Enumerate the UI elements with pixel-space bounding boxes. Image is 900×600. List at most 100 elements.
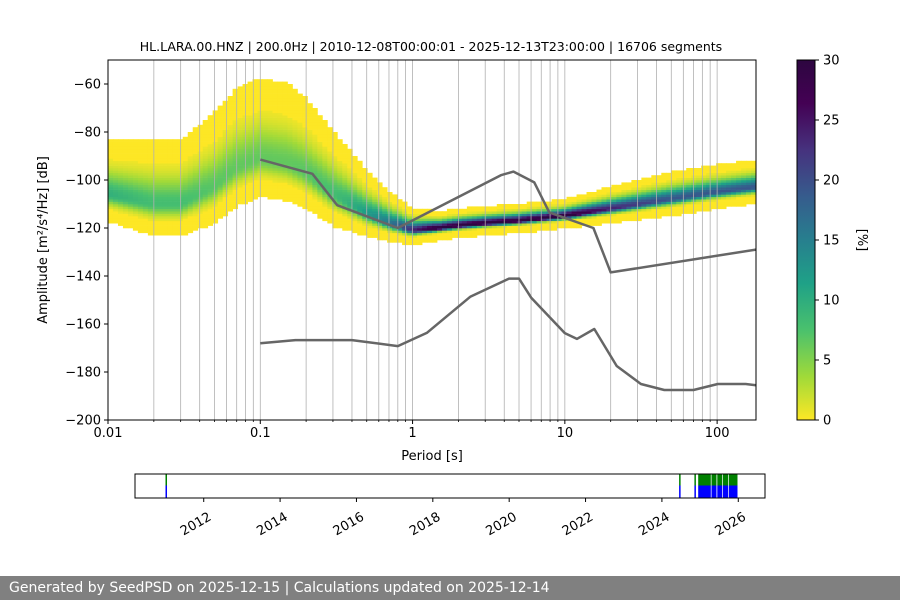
- heatmap-cell: [312, 187, 318, 190]
- y-tick-label: −180: [65, 366, 101, 381]
- heatmap-cell: [307, 122, 313, 126]
- heatmap-cell: [357, 204, 363, 207]
- heatmap-cell: [716, 172, 722, 176]
- heatmap-cell: [132, 192, 139, 195]
- heatmap-cell: [272, 146, 278, 150]
- heatmap-cell: [556, 225, 562, 229]
- heatmap-cell: [302, 96, 308, 99]
- heatmap-cell: [282, 110, 288, 114]
- heatmap-cell: [127, 194, 134, 198]
- heatmap-cell: [646, 206, 652, 210]
- heatmap-cell: [232, 146, 238, 150]
- heatmap-cell: [302, 168, 308, 171]
- heatmap-cell: [182, 156, 189, 159]
- heatmap-cell: [192, 168, 199, 171]
- heatmap-cell: [721, 165, 727, 169]
- heatmap-cell: [521, 225, 528, 229]
- heatmap-cell: [202, 172, 209, 176]
- heatmap-cell: [432, 223, 438, 226]
- heatmap-cell: [127, 182, 134, 186]
- timeline-frame: [134, 473, 766, 499]
- colorbar-tick-label: 30: [823, 54, 840, 69]
- heatmap-cell: [302, 139, 308, 142]
- heatmap-cell: [611, 189, 617, 193]
- heatmap-cell: [481, 216, 488, 219]
- heatmap-cell: [262, 105, 268, 109]
- heatmap-cell: [217, 216, 224, 219]
- heatmap-cell: [337, 199, 343, 202]
- heatmap-cell: [267, 127, 273, 130]
- heatmap-cell: [207, 187, 214, 190]
- heatmap-cell: [322, 151, 328, 154]
- heatmap-cell: [212, 122, 219, 126]
- heatmap-cell: [466, 225, 473, 229]
- heatmap-cell: [137, 158, 144, 162]
- heatmap-cell: [207, 127, 214, 130]
- heatmap-cell: [147, 153, 154, 157]
- heatmap-cell: [262, 139, 268, 142]
- heatmap-cell: [277, 124, 283, 128]
- heatmap-cell: [227, 196, 234, 200]
- heatmap-cell: [586, 204, 592, 207]
- heatmap-cell: [701, 180, 707, 183]
- heatmap-cell: [671, 208, 677, 212]
- heatmap-cell: [541, 218, 548, 222]
- heatmap-cell: [352, 199, 358, 202]
- heatmap-cell: [686, 199, 692, 202]
- heatmap-cell: [287, 163, 293, 166]
- heatmap-cell: [576, 196, 582, 200]
- heatmap-cell: [142, 204, 149, 207]
- heatmap-cell: [332, 134, 338, 138]
- timeline-gap-bar: [717, 474, 723, 486]
- heatmap-cell: [362, 211, 368, 214]
- heatmap-cell: [337, 216, 343, 219]
- heatmap-cell: [491, 208, 498, 212]
- heatmap-cell: [222, 182, 229, 186]
- heatmap-cell: [646, 180, 652, 183]
- heatmap-cell: [397, 206, 403, 210]
- heatmap-cell: [681, 206, 687, 210]
- heatmap-cell: [706, 187, 712, 190]
- heatmap-cell: [262, 180, 268, 183]
- heatmap-cell: [317, 175, 323, 178]
- heatmap-cell: [212, 204, 219, 207]
- heatmap-cell: [127, 151, 134, 154]
- heatmap-cell: [427, 220, 433, 224]
- heatmap-cell: [726, 172, 732, 176]
- heatmap-cell: [531, 204, 538, 207]
- heatmap-cell: [392, 237, 398, 241]
- heatmap-cell: [227, 139, 234, 142]
- heatmap-cell: [262, 148, 268, 152]
- heatmap-cell: [731, 196, 737, 200]
- heatmap-cell: [656, 216, 662, 219]
- heatmap-cell: [427, 235, 433, 238]
- heatmap-cell: [337, 153, 343, 157]
- heatmap-cell: [167, 201, 174, 205]
- nhnm-curve: [259, 158, 756, 274]
- heatmap-cell: [591, 208, 597, 212]
- heatmap-cell: [671, 201, 677, 205]
- heatmap-cell: [661, 211, 667, 214]
- heatmap-cell: [227, 201, 234, 205]
- heatmap-cell: [661, 189, 667, 193]
- heatmap-cell: [172, 196, 179, 200]
- heatmap-cell: [272, 100, 278, 104]
- heatmap-cell: [661, 180, 667, 183]
- heatmap-cell: [302, 151, 308, 154]
- heatmap-cell: [282, 139, 288, 142]
- heatmap-cell: [551, 223, 558, 226]
- heatmap-cell: [312, 139, 318, 142]
- heatmap-cell: [402, 235, 408, 238]
- heatmap-cell: [417, 235, 423, 238]
- heatmap-cell: [591, 220, 597, 224]
- heatmap-cell: [152, 225, 159, 229]
- heatmap-cell: [132, 218, 139, 222]
- heatmap-cell: [122, 192, 129, 195]
- heatmap-cell: [272, 132, 278, 135]
- heatmap-cell: [282, 199, 288, 202]
- heatmap-cell: [192, 132, 199, 135]
- heatmap-cell: [192, 148, 199, 152]
- timeline-data-bar: [711, 485, 717, 498]
- heatmap-cell: [382, 196, 388, 200]
- heatmap-cell: [476, 230, 483, 234]
